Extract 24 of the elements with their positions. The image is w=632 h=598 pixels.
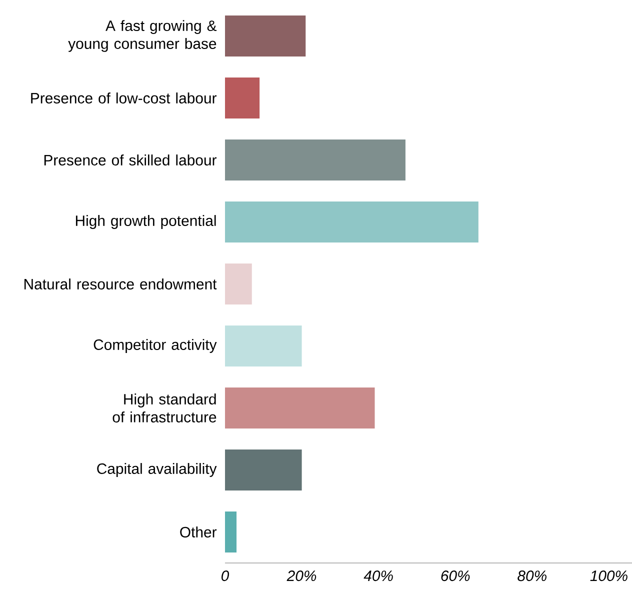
y-tick-label: Presence of low-cost labour (31, 92, 217, 104)
x-tick-label: 100% (590, 570, 628, 582)
bar (225, 388, 375, 428)
y-tick-label: High standard of infrastructure (112, 394, 216, 422)
bar (225, 16, 306, 56)
x-tick-label: 60% (441, 570, 470, 582)
x-tick-label: 20% (286, 570, 316, 582)
bar (225, 264, 252, 304)
bar (225, 450, 302, 490)
y-tick-label: A fast growing & young consumer base (68, 20, 217, 52)
y-tick-label: Presence of skilled labour (44, 154, 216, 166)
bar (225, 326, 302, 366)
y-tick-label: Natural resource endowment (24, 278, 217, 290)
y-tick-label: Competitor activity (94, 339, 217, 353)
bar (225, 78, 260, 118)
y-tick-label: Capital availability (97, 463, 217, 477)
x-tick-label: 0 (222, 570, 230, 582)
bar (225, 140, 406, 180)
x-tick-label: 40% (364, 570, 393, 582)
y-tick-label: High growth potential (76, 215, 216, 229)
x-tick-label: 80% (518, 570, 546, 582)
bar (225, 202, 478, 242)
y-tick-label: Other (180, 526, 217, 538)
bar (225, 512, 237, 552)
